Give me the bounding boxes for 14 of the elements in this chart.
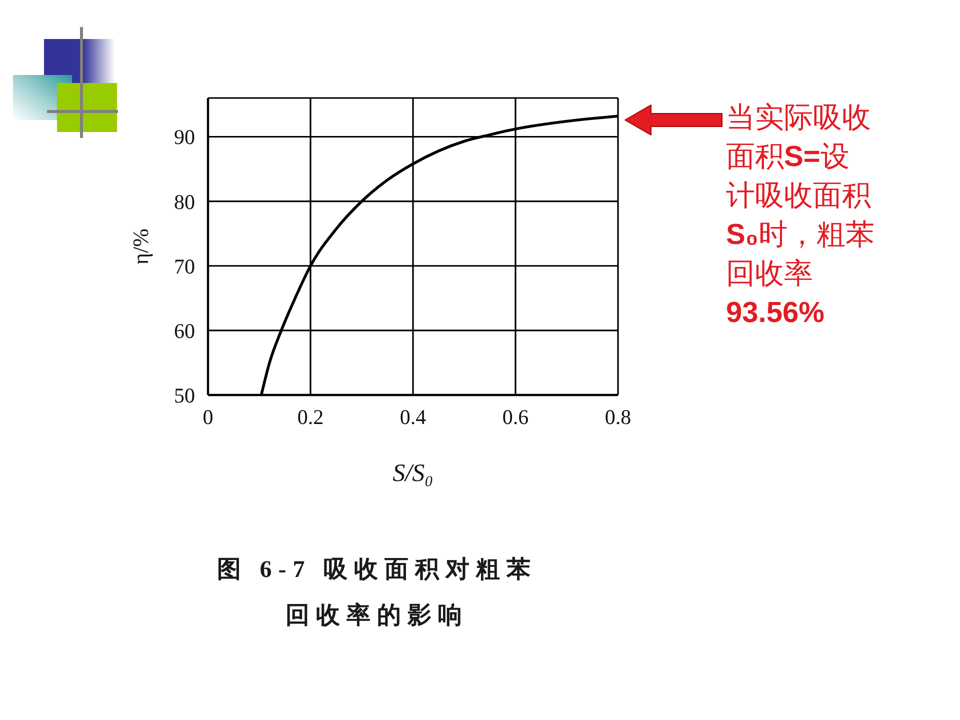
y-tick-label: 90	[174, 125, 195, 150]
caption: 图 6-7 吸收面积对粗苯回收率的影响	[216, 556, 538, 631]
y-tick-label: 70	[174, 254, 195, 278]
text: 当实际吸收面积S=设计吸收面积S₀时，粗苯回收率93.56%	[726, 102, 874, 329]
x-tick-label: 0	[202, 404, 214, 429]
x-tick-label: 0.2	[297, 404, 324, 429]
x-tick-label: 0.6	[502, 404, 529, 429]
y-tick-label: 60	[174, 318, 195, 343]
y-tick-label: 50	[174, 383, 195, 408]
y-tick-label: 80	[174, 190, 195, 214]
x-tick-label: 0.8	[604, 404, 632, 429]
x-tick-label: 0.4	[400, 404, 427, 429]
y-axis-title: η/%	[128, 228, 153, 264]
x-axis-title: S/S₀	[392, 460, 434, 487]
